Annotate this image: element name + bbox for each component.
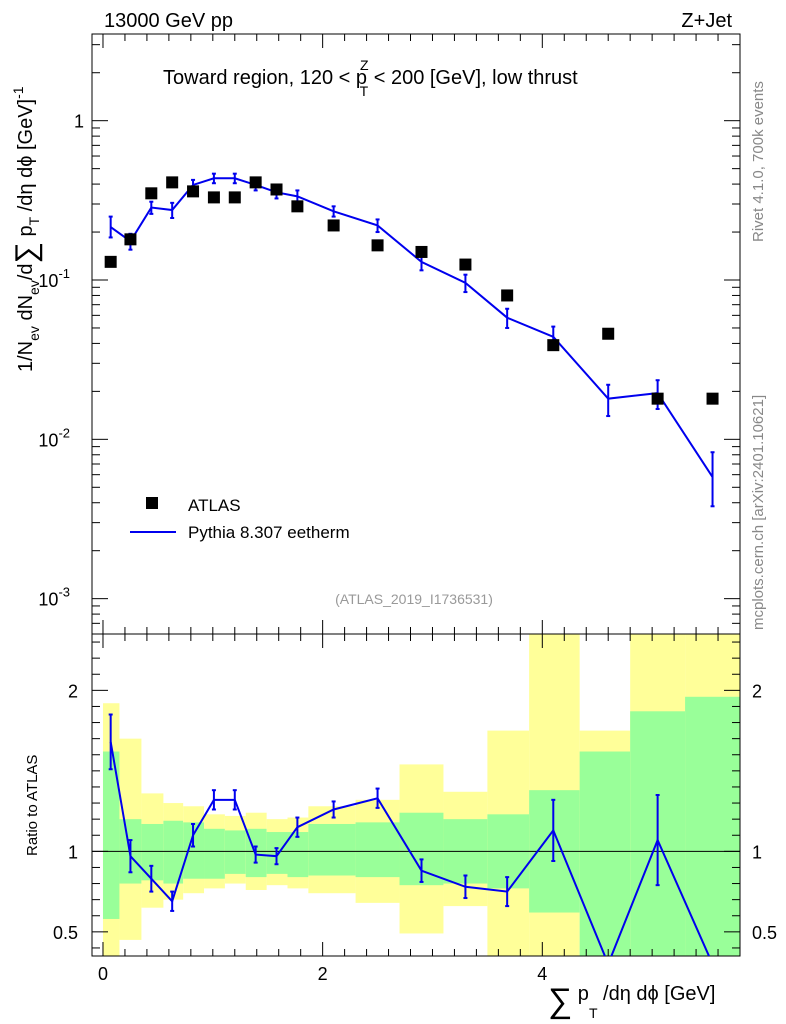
band-inner-10 <box>308 823 356 876</box>
data-point-7 <box>249 176 262 189</box>
main-plot-frame <box>91 33 741 635</box>
data-point-0 <box>104 255 117 268</box>
band-inner-16 <box>579 751 631 956</box>
main-mc-series <box>108 172 715 508</box>
ratio-y-axis-label: Ratio to ATLAS <box>24 755 41 856</box>
process-label: Z+Jet <box>681 10 732 32</box>
band-inner-2 <box>141 823 164 881</box>
main-ytick-label-0: 10-3 <box>38 585 70 610</box>
mcplots-label: mcplots.cern.ch [arXiv:2401.10621] <box>750 395 767 630</box>
xtick-label-1: 2 <box>318 964 328 984</box>
xtick-label-2: 4 <box>537 964 547 984</box>
data-point-14 <box>501 289 514 302</box>
rivet-label: Rivet 4.1.0, 700k events <box>750 81 767 242</box>
main-ytick-label-2: 10-1 <box>38 266 70 291</box>
data-point-2 <box>145 187 158 200</box>
ratio-y-ticks: 0.5 0.5 1 1 2 2 <box>53 641 777 949</box>
data-point-1 <box>124 233 137 246</box>
ratio-ytick-label-right-2: 2 <box>752 681 762 701</box>
main-mc-line <box>110 177 714 478</box>
x-ticks: 0 2 4 <box>98 34 719 984</box>
ratio-uncertainty-bands <box>102 634 740 956</box>
data-point-8 <box>270 183 283 196</box>
data-point-15 <box>547 339 560 352</box>
main-y-axis-label: 1/Nev dNev/d∑ pT /dη dϕ [GeV]-1 <box>10 86 43 372</box>
energy-label: 13000 GeV pp <box>104 10 233 32</box>
ratio-ytick-label-left-1: 1 <box>68 842 78 862</box>
band-inner-0 <box>102 751 120 919</box>
legend-data-marker <box>146 497 158 509</box>
data-point-4 <box>187 185 200 198</box>
ratio-ytick-label-left-2: 2 <box>68 681 78 701</box>
band-inner-11 <box>355 822 400 878</box>
data-point-18 <box>706 392 719 405</box>
data-point-17 <box>651 392 664 405</box>
main-data-series <box>104 176 719 405</box>
xtick-label-0: 0 <box>98 964 108 984</box>
band-inner-5 <box>204 828 225 879</box>
main-ytick-label-1: 10-2 <box>38 425 70 450</box>
band-inner-6 <box>224 830 246 874</box>
data-point-10 <box>327 219 340 232</box>
x-axis-label: ∑ pT /dη dϕ [GeV] <box>548 982 715 1021</box>
plot-title: Toward region, 120 < pZ T < 200 [GeV], lo… <box>163 57 578 99</box>
data-point-5 <box>207 191 220 204</box>
ratio-ytick-label-right-0: 0.5 <box>752 923 777 943</box>
band-inner-3 <box>163 820 184 884</box>
ratio-mc-series <box>108 713 711 956</box>
band-inner-9 <box>287 832 309 878</box>
ratio-ytick-label-left-0: 0.5 <box>53 923 78 943</box>
data-point-3 <box>166 176 179 189</box>
analysis-reference: (ATLAS_2019_I1736531) <box>335 591 493 607</box>
data-point-16 <box>602 327 615 340</box>
ratio-plot-frame <box>91 633 741 957</box>
legend-data-label: ATLAS <box>188 496 241 515</box>
ratio-ytick-label-right-1: 1 <box>752 842 762 862</box>
data-point-11 <box>371 239 384 252</box>
band-inner-4 <box>183 822 205 879</box>
main-ytick-label-3: 1 <box>74 112 84 132</box>
main-y-ticks: 10-3 10-2 10-1 1 <box>38 44 740 635</box>
data-point-13 <box>459 258 472 271</box>
data-point-6 <box>228 191 241 204</box>
legend-mc-label: Pythia 8.307 eetherm <box>188 523 350 542</box>
data-point-9 <box>291 200 304 213</box>
band-inner-18 <box>685 696 740 956</box>
data-point-12 <box>415 245 428 258</box>
